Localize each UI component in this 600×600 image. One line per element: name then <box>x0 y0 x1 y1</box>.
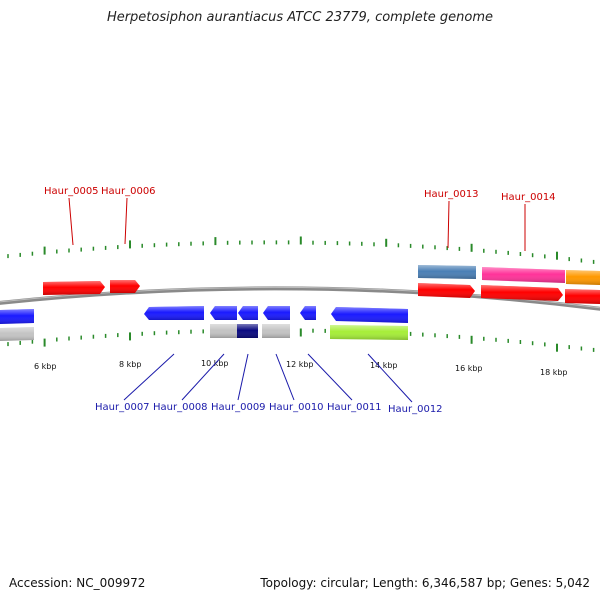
map-title: Herpetosiphon aurantiacus ATCC 23779, co… <box>106 10 494 25</box>
leader-line-haur-0008 <box>181 353 225 401</box>
label-haur-0009[interactable]: Haur_0009 <box>211 402 266 413</box>
kbp-scale-labels: 6 kbp 8 kbp 10 kbp 12 kbp 14 kbp 16 kbp … <box>34 359 568 377</box>
leader-line-haur-0005 <box>68 197 74 246</box>
label-haur-0013[interactable]: Haur_0013 <box>424 189 479 200</box>
leader-line-haur-0006 <box>124 197 128 245</box>
label-haur-0011[interactable]: Haur_0011 <box>327 402 382 413</box>
leader-line-haur-0010 <box>275 353 295 401</box>
label-haur-0010[interactable]: Haur_0010 <box>269 402 324 413</box>
label-haur-0007[interactable]: Haur_0007 <box>95 402 150 413</box>
top-gene-labels: Haur_0005 Haur_0006 Haur_0013 Haur_0014 <box>44 186 556 251</box>
kbp-label-14: 14 kbp <box>370 361 398 370</box>
leader-line-haur-0009 <box>237 353 249 401</box>
leader-line-haur-0012 <box>367 353 413 403</box>
forward-genes <box>43 265 600 304</box>
kbp-label-16: 16 kbp <box>455 364 483 373</box>
kbp-label-18: 18 kbp <box>540 368 568 377</box>
leader-line-haur-0011 <box>307 353 353 401</box>
label-haur-0014[interactable]: Haur_0014 <box>501 192 556 203</box>
genome-summary-text: Topology: circular; Length: 6,346,587 bp… <box>260 576 590 590</box>
kbp-label-12: 12 kbp <box>286 360 314 369</box>
accession-text: Accession: NC_009972 <box>9 576 146 590</box>
kbp-label-6: 6 kbp <box>34 362 56 371</box>
label-haur-0008[interactable]: Haur_0008 <box>153 402 208 413</box>
genome-backbone <box>0 286 600 311</box>
bottom-gene-labels: Haur_0007 Haur_0008 Haur_0009 Haur_0010 … <box>95 353 443 415</box>
label-haur-0006[interactable]: Haur_0006 <box>101 186 156 197</box>
label-haur-0012[interactable]: Haur_0012 <box>388 404 443 415</box>
reverse-genes <box>0 306 408 341</box>
scale-ticks-inner <box>7 328 595 352</box>
leader-line-haur-0013 <box>447 200 450 249</box>
scale-ticks-outer <box>7 236 595 264</box>
leader-line-haur-0007 <box>123 353 175 401</box>
label-haur-0005[interactable]: Haur_0005 <box>44 186 99 197</box>
kbp-label-8: 8 kbp <box>119 360 141 369</box>
